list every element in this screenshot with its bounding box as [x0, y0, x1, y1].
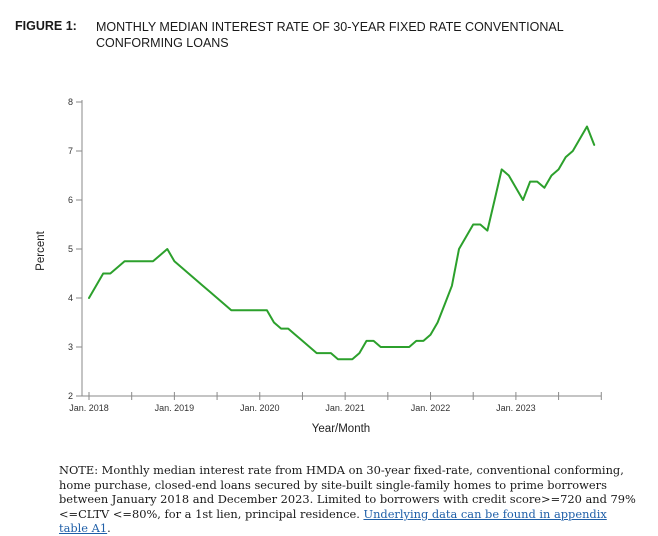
x-tick-label: Jan. 2018 [69, 403, 109, 413]
y-axis-title: Percent [35, 230, 47, 270]
x-tick-label: Jan. 2023 [496, 403, 536, 413]
note-text: NOTE: Monthly median interest rate from … [59, 463, 636, 521]
y-tick-label: 8 [68, 97, 73, 107]
y-tick-label: 4 [68, 293, 73, 303]
x-tick-label: Jan. 2021 [325, 403, 365, 413]
x-tick-label: Jan. 2022 [411, 403, 451, 413]
y-tick-label: 2 [68, 391, 73, 401]
x-axis-title: Year/Month [312, 423, 370, 435]
x-tick-label: Jan. 2020 [240, 403, 280, 413]
y-tick-label: 7 [68, 146, 73, 156]
rate-series-line [88, 125, 596, 361]
note-end: . [107, 521, 111, 536]
y-tick-label: 5 [68, 244, 73, 254]
figure-label: FIGURE 1: [15, 19, 77, 33]
y-tick-label: 6 [68, 195, 73, 205]
figure-title: MONTHLY MEDIAN INTEREST RATE OF 30-YEAR … [96, 20, 564, 50]
figure-note: NOTE: Monthly median interest rate from … [59, 463, 639, 536]
y-tick-label: 3 [68, 342, 73, 352]
x-tick-label: Jan. 2019 [155, 403, 195, 413]
interest-rate-line-chart: 2 3 4 5 6 7 8 Jan. 2018 Jan. 2019 Jan. 2020 Jan. 2… [35, 97, 602, 435]
